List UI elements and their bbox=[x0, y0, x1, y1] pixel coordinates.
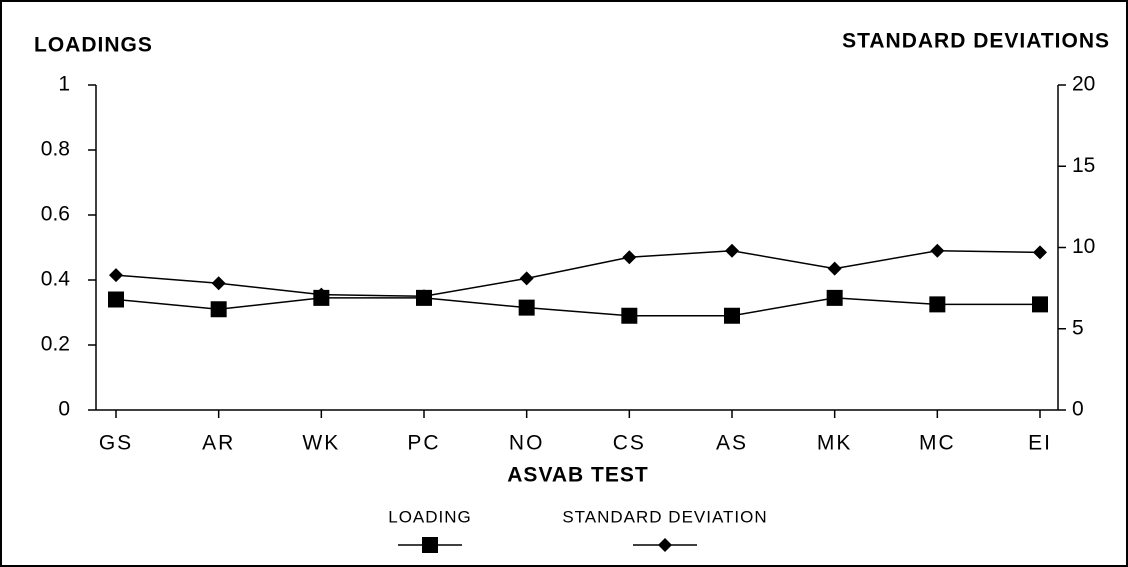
y2-tick-label: 20 bbox=[1072, 73, 1095, 96]
y-tick-label: 0 bbox=[58, 398, 70, 421]
marker-square bbox=[826, 289, 843, 306]
y-tick-label: 0.8 bbox=[41, 138, 70, 161]
x-tick-label: GS bbox=[99, 432, 133, 455]
legend-label: STANDARD DEVIATION bbox=[562, 507, 767, 526]
x-tick-label: AS bbox=[716, 432, 748, 455]
y-tick-label: 0.4 bbox=[41, 268, 71, 291]
legend-label: LOADING bbox=[388, 507, 472, 526]
x-tick-label: AR bbox=[202, 432, 235, 455]
y2-tick-label: 10 bbox=[1072, 235, 1095, 258]
x-tick-label: PC bbox=[407, 432, 440, 455]
x-tick-label: WK bbox=[302, 432, 340, 455]
y2-axis-title: STANDARD DEVIATIONS bbox=[842, 30, 1110, 53]
marker-square bbox=[621, 307, 638, 324]
x-tick-label: CS bbox=[613, 432, 646, 455]
marker-square bbox=[422, 537, 438, 553]
x-axis-title: ASVAB TEST bbox=[507, 464, 648, 487]
marker-diamond bbox=[725, 243, 739, 258]
y-tick-label: 0.6 bbox=[41, 203, 70, 226]
x-tick-label: NO bbox=[509, 432, 545, 455]
marker-square bbox=[108, 291, 124, 308]
marker-square bbox=[518, 299, 535, 316]
marker-square bbox=[1032, 296, 1048, 313]
x-tick-label: MK bbox=[817, 432, 853, 455]
y2-tick-label: 5 bbox=[1072, 316, 1084, 339]
y2-tick-label: 0 bbox=[1072, 398, 1084, 421]
marker-diamond bbox=[930, 243, 945, 258]
x-tick-label: MC bbox=[919, 432, 956, 455]
marker-diamond bbox=[109, 268, 123, 283]
marker-square bbox=[724, 307, 740, 324]
marker-diamond bbox=[1033, 245, 1047, 260]
x-tick-label: EI bbox=[1028, 432, 1052, 455]
marker-diamond bbox=[658, 538, 672, 552]
marker-square bbox=[210, 301, 227, 318]
y2-tick-label: 15 bbox=[1072, 154, 1095, 177]
series-line bbox=[115, 249, 1041, 298]
marker-diamond bbox=[314, 287, 329, 302]
marker-diamond bbox=[519, 271, 534, 286]
y-tick-label: 0.2 bbox=[41, 333, 70, 356]
marker-diamond bbox=[417, 289, 431, 304]
marker-square bbox=[929, 296, 946, 313]
y-axis-title: LOADINGS bbox=[34, 34, 153, 57]
marker-diamond bbox=[622, 250, 637, 265]
marker-diamond bbox=[211, 276, 226, 291]
y-tick-label: 1 bbox=[58, 73, 70, 96]
series-line bbox=[115, 297, 1040, 317]
marker-diamond bbox=[827, 261, 842, 276]
